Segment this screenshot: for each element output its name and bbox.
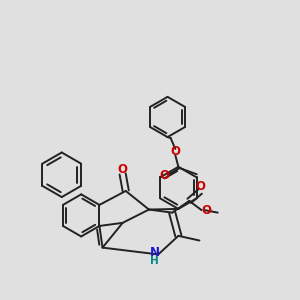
Text: O: O <box>195 180 205 194</box>
Text: O: O <box>160 169 170 182</box>
Text: O: O <box>118 163 128 176</box>
Text: O: O <box>201 204 211 217</box>
Text: N: N <box>149 246 160 260</box>
Text: H: H <box>150 256 159 266</box>
Text: O: O <box>170 146 180 158</box>
